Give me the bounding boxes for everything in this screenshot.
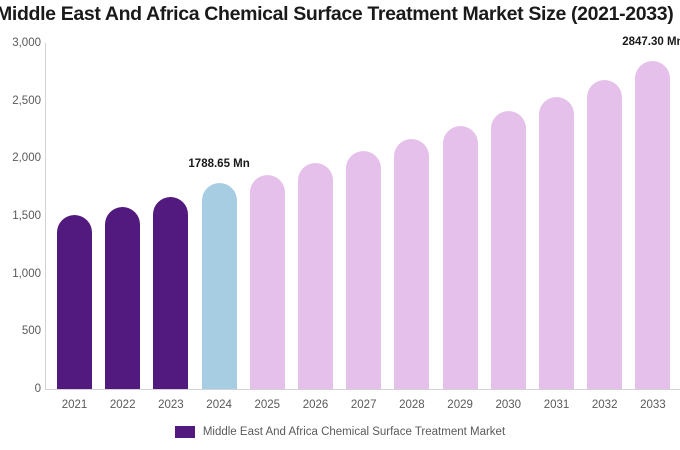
x-axis-tick-2021: 2021	[61, 399, 88, 411]
x-axis-tick-2026: 2026	[302, 399, 329, 411]
bars-layer: 1788.65 Mn 2847.30 Mn	[45, 0, 680, 450]
legend-label: Middle East And Africa Chemical Surface …	[202, 426, 506, 438]
legend-item[interactable]: Middle East And Africa Chemical Surface …	[174, 426, 506, 438]
y-axis-tick: 0	[34, 383, 41, 395]
x-axis-tick-2024: 2024	[206, 399, 232, 411]
x-axis-tick-2031: 2031	[543, 399, 570, 411]
x-axis-tick-2022: 2022	[109, 399, 136, 411]
y-axis-line	[45, 43, 46, 390]
bar-value-label-2033: 2847.30 Mn	[622, 35, 680, 48]
y-axis-tick: 2,000	[12, 152, 41, 165]
y-axis-tick-labels: 3,000 2,500 2,000 1,500 1,000 500 0	[0, 0, 41, 450]
bar-2028[interactable]	[394, 138, 430, 389]
x-axis-tick-2032: 2032	[591, 399, 618, 411]
y-axis-tick: 3,000	[12, 37, 41, 49]
x-axis-tick-2029: 2029	[447, 399, 473, 411]
x-axis-tick-2027: 2027	[350, 399, 377, 411]
y-axis-tick: 1,500	[12, 210, 41, 222]
x-axis-tick-2023: 2023	[158, 399, 184, 411]
x-axis-line	[45, 389, 680, 390]
bar-2023[interactable]	[153, 196, 189, 389]
chart-legend: Middle East And Africa Chemical Surface …	[0, 426, 680, 438]
bar-value-label-2024: 1788.65 Mn	[188, 157, 250, 170]
bar-2025[interactable]	[249, 175, 285, 389]
x-axis-tick-2028: 2028	[399, 399, 425, 411]
bar-2021[interactable]	[57, 215, 92, 389]
bar-2022[interactable]	[105, 206, 141, 389]
bar-2031[interactable]	[539, 96, 574, 389]
x-axis-tick-2025: 2025	[254, 399, 281, 411]
x-axis-tick-2033: 2033	[640, 399, 666, 411]
y-axis-tick: 500	[21, 325, 41, 338]
chart-title: Middle East And Africa Chemical Surface …	[0, 3, 674, 25]
y-axis-tick: 2,500	[12, 94, 41, 107]
y-axis-tick: 1,000	[12, 267, 41, 280]
bar-2029[interactable]	[442, 126, 478, 389]
bar-2027[interactable]	[346, 151, 382, 389]
bar-2024[interactable]	[201, 182, 237, 389]
bar-2032[interactable]	[587, 80, 623, 389]
legend-swatch-icon	[174, 426, 195, 438]
bar-2026[interactable]	[298, 162, 333, 389]
bar-2030[interactable]	[490, 111, 526, 389]
x-axis-tick-2030: 2030	[495, 399, 522, 411]
bar-2033[interactable]	[635, 60, 671, 389]
